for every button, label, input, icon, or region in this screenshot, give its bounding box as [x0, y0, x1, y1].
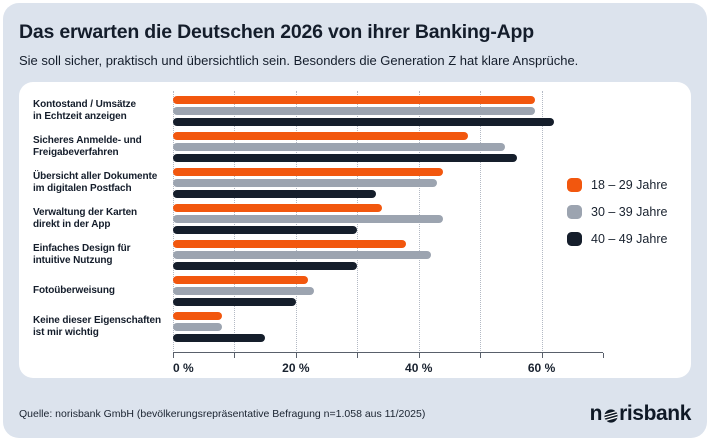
legend: 18 – 29 Jahre 30 – 39 Jahre 40 – 49 Jahre	[567, 178, 679, 247]
bar-group	[173, 168, 603, 199]
gridline-60	[541, 91, 543, 354]
axis-tick-label-20: 20 %	[282, 361, 310, 376]
chart-title: Das erwarten die Deutschen 2026 von ihre…	[19, 21, 534, 43]
axis-tick-label-40: 40 %	[405, 361, 433, 376]
bar-group	[173, 276, 603, 307]
bar-30-39	[173, 323, 223, 332]
legend-item-18-29: 18 – 29 Jahre	[567, 178, 679, 193]
bar-30-39	[173, 215, 444, 224]
bar-40-49	[173, 298, 296, 307]
category-row-5: Einfaches Design für intuitive Nutzung	[33, 240, 677, 271]
chart-subtitle: Sie soll sicher, praktisch und übersicht…	[19, 53, 579, 69]
axis-tick-label-60: 60 %	[527, 361, 556, 376]
axis-tick-0	[173, 353, 174, 359]
source-note: Quelle: norisbank GmbH (bevölkerungsrepr…	[19, 407, 426, 420]
category-label: Verwaltung der Karten direkt in der App	[33, 206, 138, 231]
norisbank-logo: n risbank	[589, 401, 692, 426]
bar-40-49	[173, 118, 554, 127]
logo-text-post: risbank	[619, 401, 691, 425]
bar-30-39	[173, 251, 431, 260]
legend-swatch-18-29	[567, 178, 582, 193]
category-label: Übersicht aller Dokumente im digitalen P…	[33, 170, 158, 195]
footer: Quelle: norisbank GmbH (bevölkerungsrepr…	[3, 395, 707, 438]
bar-40-49	[173, 190, 376, 199]
legend-swatch-30-39	[567, 205, 582, 220]
bar-30-39	[173, 287, 315, 296]
category-label: Keine dieser Eigenschaften ist mir wicht…	[33, 314, 162, 339]
legend-swatch-40-49	[567, 232, 582, 247]
category-label: Sicheres Anmelde- und Freigabeverfahren	[33, 134, 142, 159]
axis-tick-40	[418, 353, 420, 359]
bar-group	[173, 312, 603, 343]
logo-text-pre: n	[589, 401, 603, 425]
bar-18-29	[173, 132, 468, 141]
bar-30-39	[173, 143, 505, 152]
bar-40-49	[173, 226, 358, 235]
bar-40-49	[173, 154, 517, 163]
legend-label: 30 – 39 Jahre	[591, 205, 668, 220]
gridline-50	[480, 91, 482, 354]
bar-18-29	[173, 168, 444, 177]
axis-tick-50	[480, 353, 482, 359]
axis-tick-20	[295, 353, 297, 359]
category-row-2: Sicheres Anmelde- und Freigabeverfahren	[33, 132, 677, 163]
category-label: Einfaches Design für intuitive Nutzung	[33, 242, 131, 267]
bar-rows: Kontostand / Umsätze in Echtzeit anzeige…	[33, 96, 677, 343]
axis-tick-10	[234, 353, 236, 359]
axis-tick-60	[541, 353, 543, 359]
category-label: Kontostand / Umsätze in Echtzeit anzeige…	[33, 98, 137, 123]
legend-item-30-39: 30 – 39 Jahre	[567, 205, 679, 220]
bar-group	[173, 132, 603, 163]
bar-group	[173, 240, 603, 271]
bar-chart: Kontostand / Umsätze in Echtzeit anzeige…	[33, 91, 677, 378]
bar-group	[173, 96, 603, 127]
legend-item-40-49: 40 – 49 Jahre	[567, 232, 679, 247]
bar-group	[173, 204, 603, 235]
bar-18-29	[173, 204, 382, 213]
category-row-6: Fotoüberweisung	[33, 276, 677, 307]
category-row-7: Keine dieser Eigenschaften ist mir wicht…	[33, 312, 677, 343]
axis-tick-label-0: 0 %	[173, 361, 194, 376]
axis-tick-70	[603, 353, 604, 359]
category-row-4: Verwaltung der Karten direkt in der App	[33, 204, 677, 235]
x-axis: 0 % 20 % 40 % 60 %	[173, 352, 604, 378]
bar-18-29	[173, 96, 536, 105]
header: Das erwarten die Deutschen 2026 von ihre…	[3, 3, 707, 70]
bar-18-29	[173, 276, 309, 285]
legend-label: 40 – 49 Jahre	[591, 232, 668, 247]
chart-card: Kontostand / Umsätze in Echtzeit anzeige…	[19, 82, 691, 379]
bar-30-39	[173, 179, 438, 188]
category-row-3: Übersicht aller Dokumente im digitalen P…	[33, 168, 677, 199]
bar-30-39	[173, 107, 536, 116]
legend-label: 18 – 29 Jahre	[591, 178, 668, 193]
category-label: Fotoüberweisung	[33, 285, 115, 297]
bar-40-49	[173, 262, 358, 271]
axis-tick-30	[357, 353, 359, 359]
infographic-canvas: Das erwarten die Deutschen 2026 von ihre…	[3, 3, 707, 438]
category-row-1: Kontostand / Umsätze in Echtzeit anzeige…	[33, 96, 677, 127]
gridline-0	[173, 91, 174, 354]
bar-40-49	[173, 334, 266, 343]
striped-globe-o-icon	[602, 409, 619, 423]
bar-18-29	[173, 312, 223, 321]
bar-18-29	[173, 240, 407, 249]
